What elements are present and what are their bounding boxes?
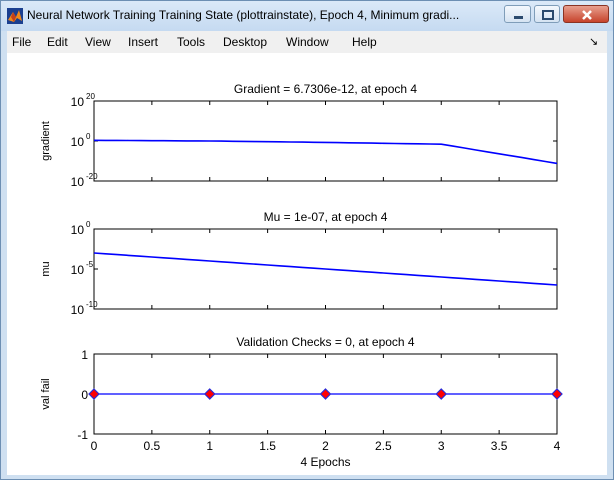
x-tick-label: 1 <box>206 439 213 453</box>
matlab-logo-icon <box>7 8 23 24</box>
y-axis-label: gradient <box>40 121 52 161</box>
y-tick-label: 10 <box>71 135 85 149</box>
y-tick-label: 10 <box>71 95 85 109</box>
plot-title: Validation Checks = 0, at epoch 4 <box>236 335 415 349</box>
y-axis-label: mu <box>40 261 52 276</box>
y-tick-exponent: -5 <box>86 260 94 269</box>
plot-title: Gradient = 6.7306e-12, at epoch 4 <box>234 82 417 96</box>
menu-tools[interactable]: Tools <box>177 35 206 49</box>
plot-title: Mu = 1e-07, at epoch 4 <box>264 210 388 224</box>
axes-1: Gradient = 6.7306e-12, at epoch 4 gradien… <box>40 82 558 189</box>
data-point-marker <box>551 388 563 400</box>
x-axis-label: 4 Epochs <box>300 455 350 469</box>
y-tick-exponent: -20 <box>86 172 98 181</box>
menu-desktop[interactable]: Desktop <box>223 35 268 49</box>
data-point-marker <box>88 388 100 400</box>
x-tick-label: 2.5 <box>375 439 392 453</box>
x-tick-label: 0.5 <box>144 439 161 453</box>
x-tick-label: 1.5 <box>259 439 276 453</box>
y-tick-label: 10 <box>71 175 85 189</box>
menu-view[interactable]: View <box>85 35 111 49</box>
axes-3: Validation Checks = 0, at epoch 4 val fai… <box>40 335 563 469</box>
y-tick-label: 10 <box>71 263 85 277</box>
maximize-button[interactable] <box>534 5 560 23</box>
y-tick-exponent: 0 <box>86 220 91 229</box>
y-tick-label: 10 <box>71 223 85 237</box>
data-point-marker <box>319 388 332 400</box>
menu-file[interactable]: File <box>12 35 32 49</box>
menu-window[interactable]: Window <box>286 35 329 49</box>
x-tick-label: 2 <box>322 439 329 453</box>
y-tick-exponent: -10 <box>86 300 98 309</box>
x-tick-label: 3 <box>438 439 445 453</box>
maximize-icon <box>542 10 554 20</box>
title-bar[interactable]: Neural Network Training Training State (… <box>1 1 613 31</box>
menu-insert[interactable]: Insert <box>128 35 159 49</box>
data-point-marker <box>203 388 216 400</box>
y-tick-label: -1 <box>77 428 88 442</box>
close-button[interactable] <box>563 5 609 23</box>
menu-edit[interactable]: Edit <box>47 35 68 49</box>
plots-svg: Gradient = 6.7306e-12, at epoch 4 gradien… <box>40 82 563 469</box>
minimize-button[interactable] <box>504 5 531 23</box>
y-tick-label: 10 <box>71 303 85 317</box>
menu-help[interactable]: Help <box>352 35 377 49</box>
minimize-icon <box>514 16 523 19</box>
x-tick-label: 3.5 <box>491 439 508 453</box>
figure-canvas: Gradient = 6.7306e-12, at epoch 4 gradien… <box>7 53 607 475</box>
data-point-marker <box>435 388 448 400</box>
menu-bar: File Edit View Insert Tools Desktop Wind… <box>7 31 607 53</box>
y-axis-label: val fail <box>40 378 52 409</box>
y-tick-label: 0 <box>81 388 88 402</box>
x-tick-label: 4 <box>554 439 561 453</box>
y-tick-exponent: 20 <box>86 92 95 101</box>
dock-arrow-icon[interactable]: ↘ <box>589 36 599 48</box>
x-tick-label: 0 <box>91 439 98 453</box>
series-line <box>93 252 558 286</box>
y-tick-label: 1 <box>81 348 88 362</box>
close-icon <box>582 10 592 20</box>
series-line <box>93 139 558 165</box>
window-title: Neural Network Training Training State (… <box>27 8 460 22</box>
y-tick-exponent: 0 <box>86 132 91 141</box>
